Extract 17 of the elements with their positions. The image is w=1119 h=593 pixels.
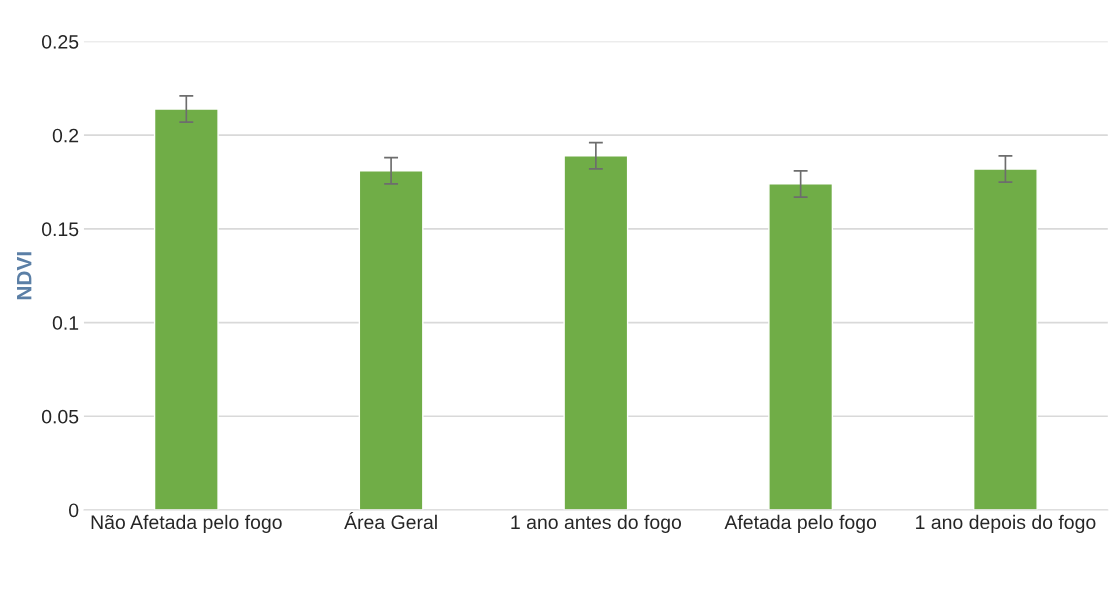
y-tick-label: 0 [69, 503, 79, 518]
y-tick-label: 0.25 [41, 34, 79, 49]
bar [563, 155, 629, 510]
x-tick-label: 1 ano depois do fogo [916, 514, 1096, 533]
bar [153, 108, 219, 510]
x-tick-label: Não Afetada pelo fogo [91, 514, 282, 533]
bar [358, 170, 424, 510]
y-tick-label: 0.1 [52, 316, 79, 330]
y-tick-label: 0.15 [41, 222, 79, 237]
y-tick-label: 0.2 [52, 128, 79, 143]
bar [972, 168, 1038, 510]
bar [768, 183, 834, 510]
x-tick-label: 1 ano antes do fogo [511, 514, 682, 533]
y-axis-title: NDVI [17, 252, 32, 300]
x-tick-label: Afetada pelo fogo [724, 514, 877, 533]
x-tick-label: Área Geral [344, 512, 437, 530]
y-tick-label: 0.05 [41, 409, 79, 424]
